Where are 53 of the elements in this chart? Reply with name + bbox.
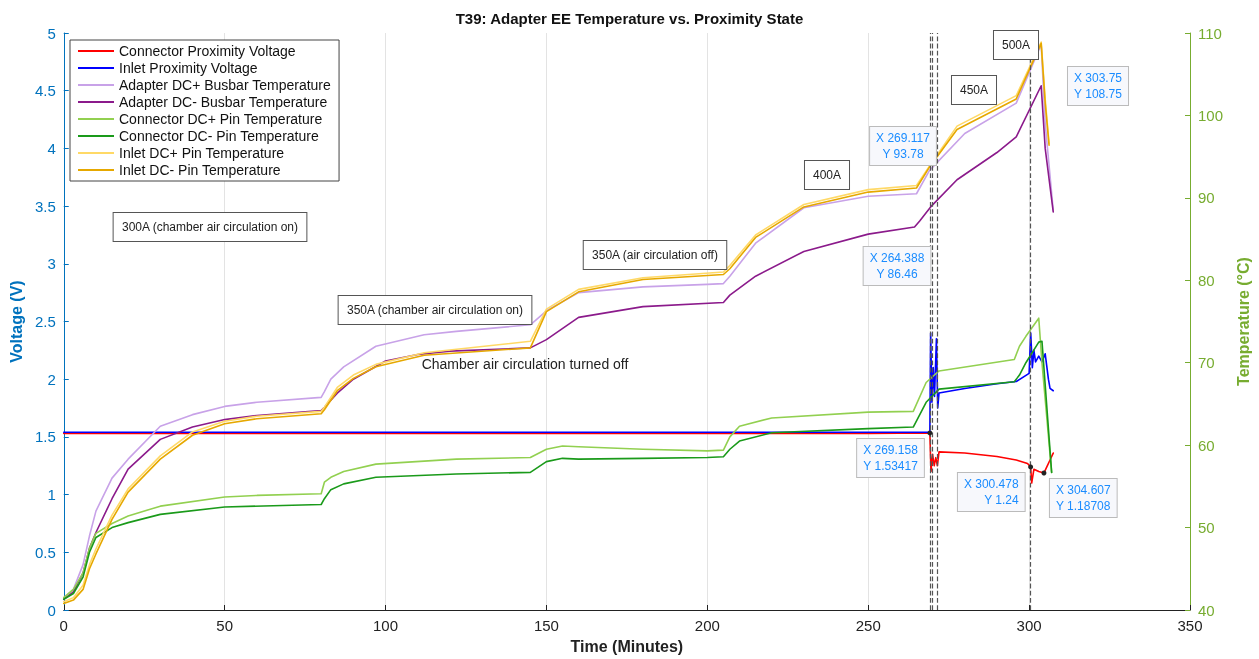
legend-label: Adapter DC- Busbar Temperature	[119, 94, 328, 110]
legend-label: Connector DC+ Pin Temperature	[119, 111, 323, 127]
y-tick-label: 3.5	[34, 197, 56, 215]
y2-tick-label: 100	[1198, 106, 1224, 124]
x-tick-label: 150	[533, 617, 559, 634]
y-tick-label: 1.5	[34, 428, 56, 446]
annotation: X 269.117 Y 93.78	[876, 131, 931, 161]
x-axis-title: Time (Minutes)	[570, 637, 684, 655]
y-tick-label: 4	[47, 139, 56, 157]
x-tick-label: 50	[216, 617, 233, 634]
y-tick-label: 1	[47, 486, 56, 504]
legend-label: Inlet DC- Pin Temperature	[119, 162, 281, 178]
annotation: 450A	[959, 83, 989, 97]
y-tick-label: 0.5	[34, 543, 56, 561]
y2-tick-label: 110	[1198, 24, 1222, 42]
annotation: X 303.75 Y 108.75	[1073, 71, 1123, 101]
chart-title: T39: Adapter EE Temperature vs. Proximity State	[455, 10, 804, 27]
annotation: 500A	[1001, 38, 1031, 52]
y-tick-label: 2.5	[34, 313, 56, 330]
line-series	[62, 332, 1055, 434]
y2-tick-label: 60	[1198, 436, 1215, 454]
y-tick-label: 2	[47, 370, 56, 388]
x-tick-label: 250	[855, 617, 881, 634]
legend-label: Inlet Proximity Voltage	[119, 60, 258, 76]
y-tick-label: 0	[47, 601, 56, 619]
legend-label: Adapter DC+ Busbar Temperature	[119, 77, 332, 93]
annotation: Chamber air circulation turned off	[421, 356, 629, 372]
x-tick-label: 100	[373, 617, 399, 634]
annotation: 400A	[812, 168, 842, 182]
y2-tick-label: 40	[1198, 601, 1215, 619]
legend-label: Connector Proximity Voltage	[119, 43, 296, 59]
y-axis-title: Voltage (V)	[7, 280, 25, 363]
y2-tick-label: 80	[1198, 271, 1215, 289]
legend-label: Connector DC- Pin Temperature	[119, 128, 319, 144]
annotation: X 300.478 Y 1.24	[963, 476, 1019, 507]
y2-tick-label: 50	[1198, 519, 1215, 537]
x-tick-label: 200	[694, 617, 720, 634]
x-tick-label: 300	[1016, 617, 1042, 634]
annotation: 350A (air circulation off)	[592, 248, 718, 262]
y-tick-label: 5	[47, 24, 56, 42]
y2-axis-title: Temperature (°C)	[1234, 257, 1252, 386]
y2-tick-label: 90	[1198, 189, 1215, 207]
annotation: 350A (chamber air circulation on)	[346, 303, 524, 317]
annotation: X 304.607 Y 1.18708	[1055, 483, 1111, 514]
legend-label: Inlet DC+ Pin Temperature	[119, 145, 285, 161]
y2-tick-label: 70	[1198, 354, 1215, 372]
x-tick-label: 350	[1177, 617, 1203, 634]
annotation: 300A (chamber air circulation on)	[121, 220, 299, 234]
y-tick-label: 4.5	[34, 82, 56, 100]
annotation: X 269.158 Y 1.53417	[863, 442, 919, 473]
y-tick-label: 3	[47, 255, 56, 273]
x-tick-label: 0	[59, 617, 68, 634]
annotation: X 264.388 Y 86.46	[869, 251, 925, 281]
